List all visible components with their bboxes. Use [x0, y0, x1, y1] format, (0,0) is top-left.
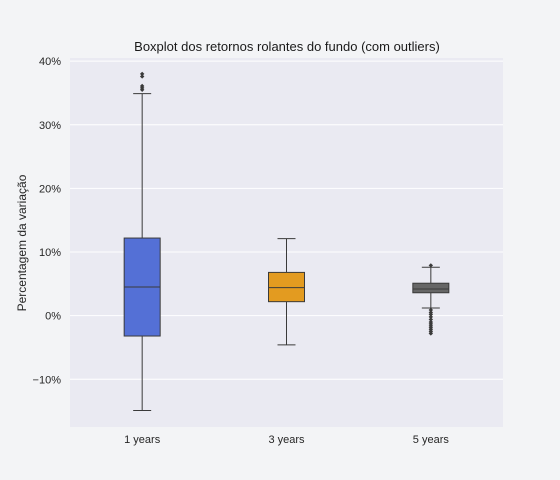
- outlier-point: [428, 314, 434, 320]
- x-tick-label: 3 years: [268, 434, 305, 446]
- y-tick-label: 0%: [45, 311, 61, 323]
- outlier-point: [428, 331, 434, 336]
- y-tick-label: −10%: [33, 374, 62, 386]
- x-tick-label: 5 years: [413, 434, 450, 446]
- boxes-layer: [123, 71, 450, 411]
- outlier-point: [139, 71, 145, 77]
- outlier-point: [139, 74, 145, 79]
- outlier-point: [428, 312, 434, 317]
- box-iqr: [412, 282, 450, 294]
- y-tick-label: 30%: [39, 120, 61, 132]
- y-tick-label: 40%: [39, 56, 61, 68]
- y-axis-label: Percentagem da variação: [15, 174, 29, 311]
- x-tick-label: 1 years: [124, 434, 161, 446]
- chart-title: Boxplot dos retornos rolantes do fundo (…: [134, 39, 440, 54]
- y-tick-label: 10%: [39, 247, 61, 259]
- y-tick-label: 20%: [39, 183, 61, 195]
- box-iqr: [268, 271, 305, 303]
- outlier-point: [428, 263, 434, 268]
- outlier-point: [428, 317, 434, 322]
- labels-layer: −10% 0% 10% 20% 30% 40% 1 years 3 years 5 years: [33, 56, 450, 446]
- outlier-point: [139, 83, 145, 89]
- outlier-point: [428, 307, 434, 313]
